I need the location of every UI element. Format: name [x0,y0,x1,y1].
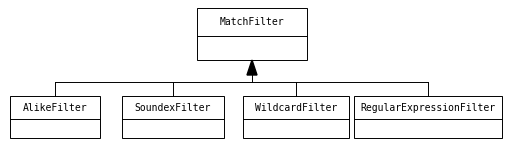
Bar [243,96,349,138]
Text: SoundexFilter: SoundexFilter [135,103,211,113]
Text: AlikeFilter: AlikeFilter [23,103,87,113]
Bar [122,96,224,138]
Text: RegularExpressionFilter: RegularExpressionFilter [361,103,495,113]
Bar [197,8,307,60]
Text: WildcardFilter: WildcardFilter [255,103,337,113]
Bar [10,96,100,138]
Polygon shape [247,60,257,75]
Text: MatchFilter: MatchFilter [220,17,284,27]
Bar [354,96,502,138]
